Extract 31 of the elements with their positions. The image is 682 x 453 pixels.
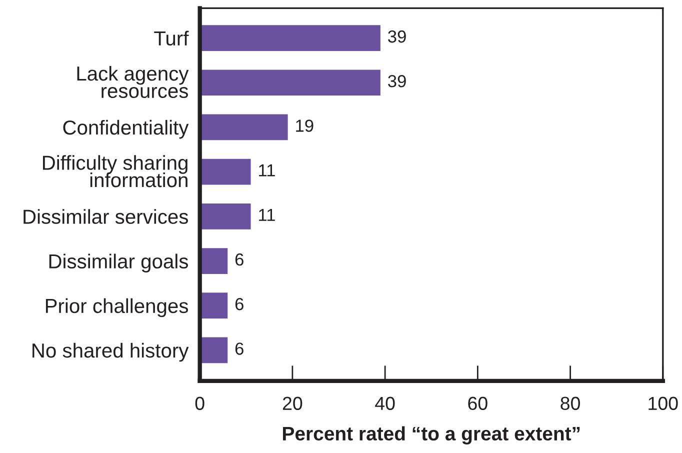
y-tick-label: Confidentiality xyxy=(63,120,189,139)
y-tick-label: Difficulty sharing information xyxy=(42,155,188,188)
x-tick-label: 100 xyxy=(648,396,678,410)
y-tick-label: Lack agency resources xyxy=(77,66,189,98)
data-label: 39 xyxy=(388,74,406,88)
data-label: 19 xyxy=(296,120,314,132)
y-tick-label: Dissimilar services xyxy=(24,209,188,224)
bar xyxy=(200,158,251,185)
bar xyxy=(200,292,228,319)
data-label: 6 xyxy=(235,253,244,266)
y-tick-label: No shared history xyxy=(32,342,189,362)
bar xyxy=(200,337,228,364)
y-tick-label: Turf xyxy=(154,30,189,46)
bar xyxy=(200,203,251,230)
data-label: 11 xyxy=(259,164,275,176)
x-axis-title: Percent rated “to a great extent” xyxy=(283,426,580,444)
x-tick-label: 20 xyxy=(282,396,302,410)
data-label: 39 xyxy=(388,30,406,43)
x-tick-label: 60 xyxy=(468,396,488,410)
x-tick-label: 40 xyxy=(375,396,395,410)
data-label: 6 xyxy=(235,342,244,355)
y-tick-label: Prior challenges xyxy=(46,298,188,318)
y-tick-label: Dissimilar goals xyxy=(49,254,188,272)
bar xyxy=(200,25,380,51)
bar xyxy=(200,114,288,140)
x-tick-label: 80 xyxy=(560,396,580,410)
data-label: 6 xyxy=(235,298,244,310)
bar xyxy=(200,70,380,96)
x-tick-label: 0 xyxy=(195,396,204,410)
data-label: 11 xyxy=(259,208,275,221)
bar xyxy=(200,248,228,274)
